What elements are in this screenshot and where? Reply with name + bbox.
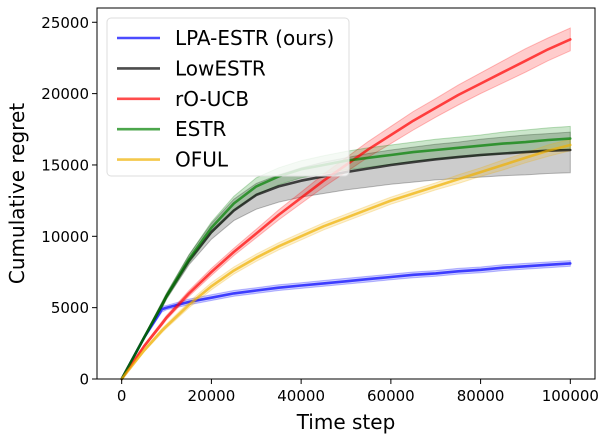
y-tick-label: 10000: [41, 228, 89, 246]
x-tick-label: 40000: [277, 387, 325, 405]
x-tick-label: 100000: [542, 387, 599, 405]
y-tick-label: 25000: [41, 14, 89, 32]
x-axis-ticks: 0 20000 40000 60000 80000 100000: [117, 379, 599, 405]
legend-label-0: LPA-ESTR (ours): [175, 26, 334, 50]
y-axis-ticks: 0 5000 10000 15000 20000 25000: [41, 14, 97, 389]
y-tick-label: 5000: [51, 299, 89, 317]
legend: LPA-ESTR (ours) LowESTR rO-UCB ESTR OFUL: [106, 17, 350, 177]
x-tick-label: 20000: [188, 387, 236, 405]
legend-label-3: ESTR: [175, 117, 227, 141]
legend-frame: [106, 17, 350, 177]
legend-label-1: LowESTR: [175, 56, 266, 80]
x-axis-label: Time step: [296, 410, 396, 434]
y-tick-label: 0: [79, 371, 89, 389]
y-tick-label: 15000: [41, 156, 89, 174]
series-line-4: [120, 143, 572, 381]
y-axis-label: Cumulative regret: [5, 103, 29, 284]
x-tick-label: 80000: [457, 387, 505, 405]
legend-label-4: OFUL: [175, 148, 229, 172]
plot-frame: [96, 7, 596, 380]
x-tick-label: 0: [117, 387, 127, 405]
y-tick-label: 20000: [41, 85, 89, 103]
x-tick-label: 60000: [367, 387, 415, 405]
legend-label-2: rO-UCB: [175, 87, 249, 111]
